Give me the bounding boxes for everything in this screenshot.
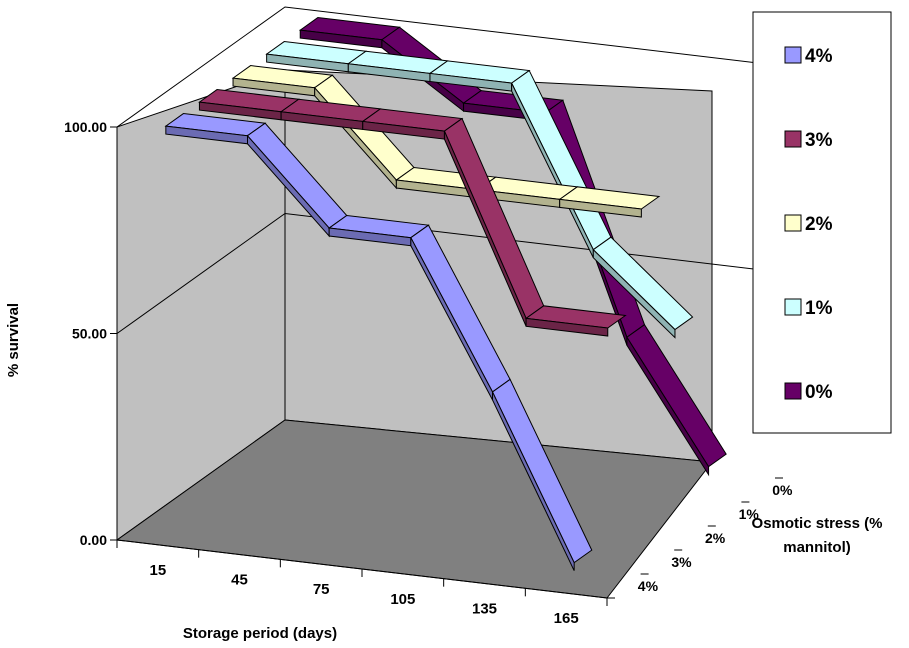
z-tick-label: 2% [705, 530, 726, 546]
z-axis-title-line-2: mannitol) [783, 539, 851, 556]
x-tick-label: 75 [313, 581, 330, 598]
legend-label: 1% [805, 298, 833, 319]
legend-label: 2% [805, 214, 833, 235]
y-tick-label: 100.00 [64, 119, 107, 135]
legend-label: 3% [805, 130, 833, 151]
z-tick-label: 0% [772, 482, 793, 498]
x-tick-label: 45 [231, 572, 248, 589]
y-tick-labels: 0.00 50.00 100.00 [64, 119, 107, 548]
z-tick-label: 3% [671, 554, 692, 570]
x-tick-label: 15 [149, 562, 166, 579]
z-axis-title-line-1: Osmotic stress (% [752, 515, 883, 532]
x-tick-label: 135 [472, 601, 497, 618]
y-tick-label: 0.00 [80, 532, 107, 548]
legend-label: 4% [805, 46, 833, 67]
x-axis-title: Storage period (days) [183, 625, 337, 642]
legend-label: 0% [805, 382, 833, 403]
y-axis-title: % survival [5, 303, 22, 377]
legend-swatch [785, 383, 801, 399]
z-tick-label: 4% [638, 578, 659, 594]
y-tick-label: 50.00 [72, 326, 107, 342]
legend-swatch [785, 215, 801, 231]
legend: 4% 3% 2% 1% 0% [753, 12, 891, 433]
legend-swatch [785, 299, 801, 315]
x-tick-label: 165 [554, 610, 579, 627]
legend-swatch [785, 131, 801, 147]
legend-swatch [785, 47, 801, 63]
x-tick-label: 105 [390, 591, 415, 608]
